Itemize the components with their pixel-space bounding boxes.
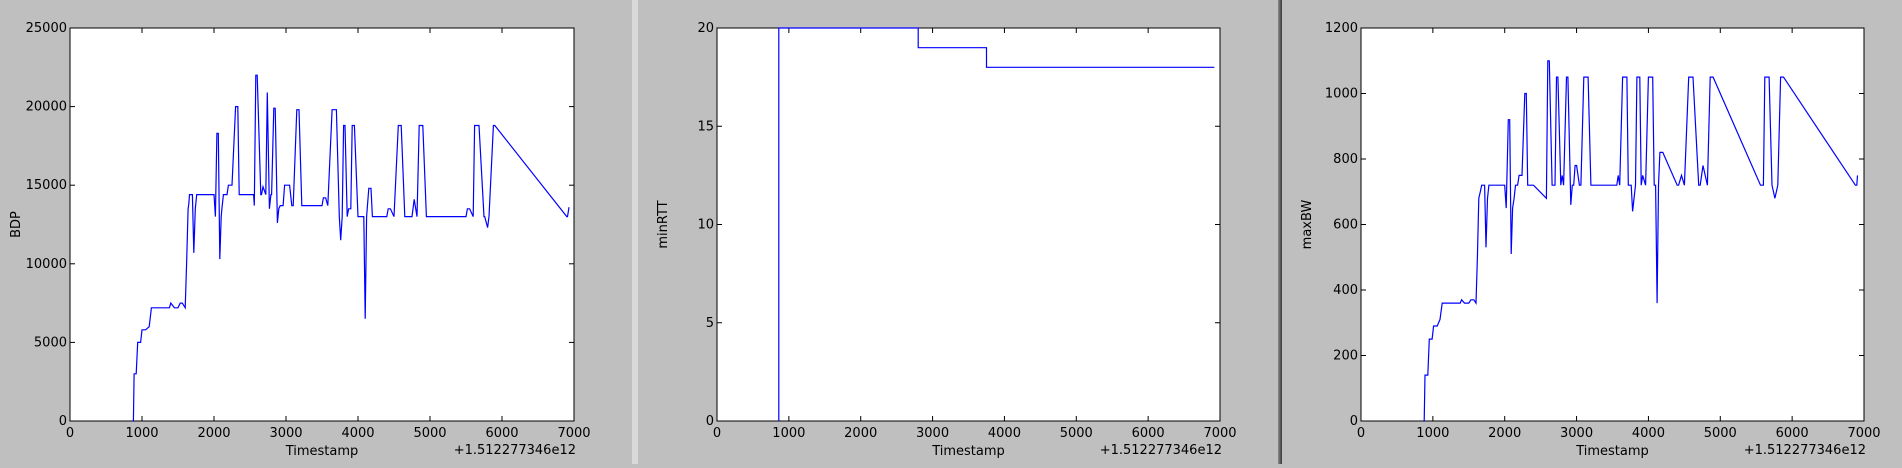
minrtt-plot-area	[716, 27, 1221, 422]
maxbw-x-tick-label: 2000	[1488, 426, 1521, 441]
maxbw-x-tick-label: 7000	[1847, 426, 1880, 441]
maxbw-x-tick-label: 1000	[1416, 426, 1449, 441]
maxbw-x-offset-label: +1.512277346e12	[1744, 443, 1866, 458]
panel-divider-left[interactable]	[632, 0, 638, 464]
minrtt-x-tick-label: 1000	[772, 426, 805, 441]
bdp-plot-area	[69, 27, 575, 422]
maxbw-chart: 0 1000 2000 3000 4000 5000 6000 7000 0 200 400 600 8…	[1300, 21, 1881, 459]
minrtt-x-tick-label: 0	[713, 426, 721, 441]
bdp-x-tick-label: 2000	[197, 426, 230, 441]
minrtt-y-tick-label: 20	[697, 21, 714, 36]
minrtt-y-tick-label: 10	[697, 218, 714, 233]
chart-panel-minrtt: 0 1000 2000 3000 4000 5000 6000 7000 0 5 10 15 20 Tim…	[638, 0, 1278, 464]
minrtt-y-tick-label: 0	[706, 414, 714, 429]
maxbw-x-tick-label: 5000	[1704, 426, 1737, 441]
minrtt-y-axis-label: minRTT	[656, 200, 671, 248]
maxbw-y-tick-label: 1200	[1325, 21, 1358, 36]
maxbw-y-tick-label: 800	[1333, 152, 1358, 167]
bdp-x-tick-label: 6000	[485, 426, 518, 441]
minrtt-chart: 0 1000 2000 3000 4000 5000 6000 7000 0 5 10 15 20 Tim…	[656, 21, 1237, 459]
maxbw-y-axis-label: maxBW	[1300, 200, 1315, 250]
chart-panel-bdp: 0 1000 2000 3000 4000 5000 6000 7000 0 5000 10000 1…	[0, 0, 632, 464]
maxbw-x-tick-label: 0	[1357, 426, 1365, 441]
minrtt-y-tick-label: 5	[706, 316, 714, 331]
bdp-y-tick-label: 5000	[34, 335, 67, 350]
bdp-chart: 0 1000 2000 3000 4000 5000 6000 7000 0 5000 10000 1…	[9, 21, 591, 459]
minrtt-series-line	[778, 27, 1215, 421]
minrtt-x-tick-label: 4000	[988, 426, 1021, 441]
maxbw-y-tick-label: 200	[1333, 349, 1358, 364]
maxbw-plot-area	[1360, 27, 1865, 422]
maxbw-y-tick-label: 0	[1350, 414, 1358, 429]
maxbw-x-tick-label: 3000	[1560, 426, 1593, 441]
maxbw-y-tick-label: 600	[1333, 218, 1358, 233]
bdp-y-tick-label: 15000	[26, 178, 67, 193]
bdp-x-tick-label: 5000	[413, 426, 446, 441]
maxbw-y-tick-label: 400	[1333, 283, 1358, 298]
bdp-y-tick-label: 10000	[26, 257, 67, 272]
bdp-y-tick-label: 20000	[26, 100, 67, 115]
minrtt-x-tick-label: 7000	[1203, 426, 1236, 441]
minrtt-x-tick-label: 2000	[844, 426, 877, 441]
minrtt-x-tick-label: 3000	[916, 426, 949, 441]
bdp-series-line	[132, 74, 570, 422]
bdp-x-tick-label: 7000	[557, 426, 590, 441]
bdp-x-tick-label: 1000	[125, 426, 158, 441]
minrtt-x-axis-label: Timestamp	[931, 444, 1005, 459]
bdp-x-axis-label: Timestamp	[285, 444, 359, 459]
maxbw-y-tick-label: 1000	[1325, 87, 1358, 102]
bdp-x-tick-label: 3000	[269, 426, 302, 441]
bdp-x-tick-label: 0	[66, 426, 74, 441]
maxbw-x-tick-label: 6000	[1776, 426, 1809, 441]
minrtt-x-offset-label: +1.512277346e12	[1100, 443, 1222, 458]
bdp-y-tick-label: 25000	[26, 21, 67, 36]
bdp-y-tick-label: 0	[59, 414, 67, 429]
bdp-y-axis-label: BDP	[9, 211, 24, 238]
minrtt-y-tick-label: 15	[697, 119, 714, 134]
bdp-x-offset-label: +1.512277346e12	[454, 443, 576, 458]
maxbw-x-axis-label: Timestamp	[1575, 444, 1649, 459]
panel-divider-right[interactable]	[1278, 0, 1282, 464]
maxbw-series-line	[1423, 60, 1859, 422]
chart-panel-maxbw: 0 1000 2000 3000 4000 5000 6000 7000 0 200 400 600 8…	[1282, 0, 1902, 464]
maxbw-x-tick-label: 4000	[1632, 426, 1665, 441]
bdp-x-tick-label: 4000	[341, 426, 374, 441]
minrtt-x-tick-label: 6000	[1132, 426, 1165, 441]
minrtt-x-tick-label: 5000	[1060, 426, 1093, 441]
